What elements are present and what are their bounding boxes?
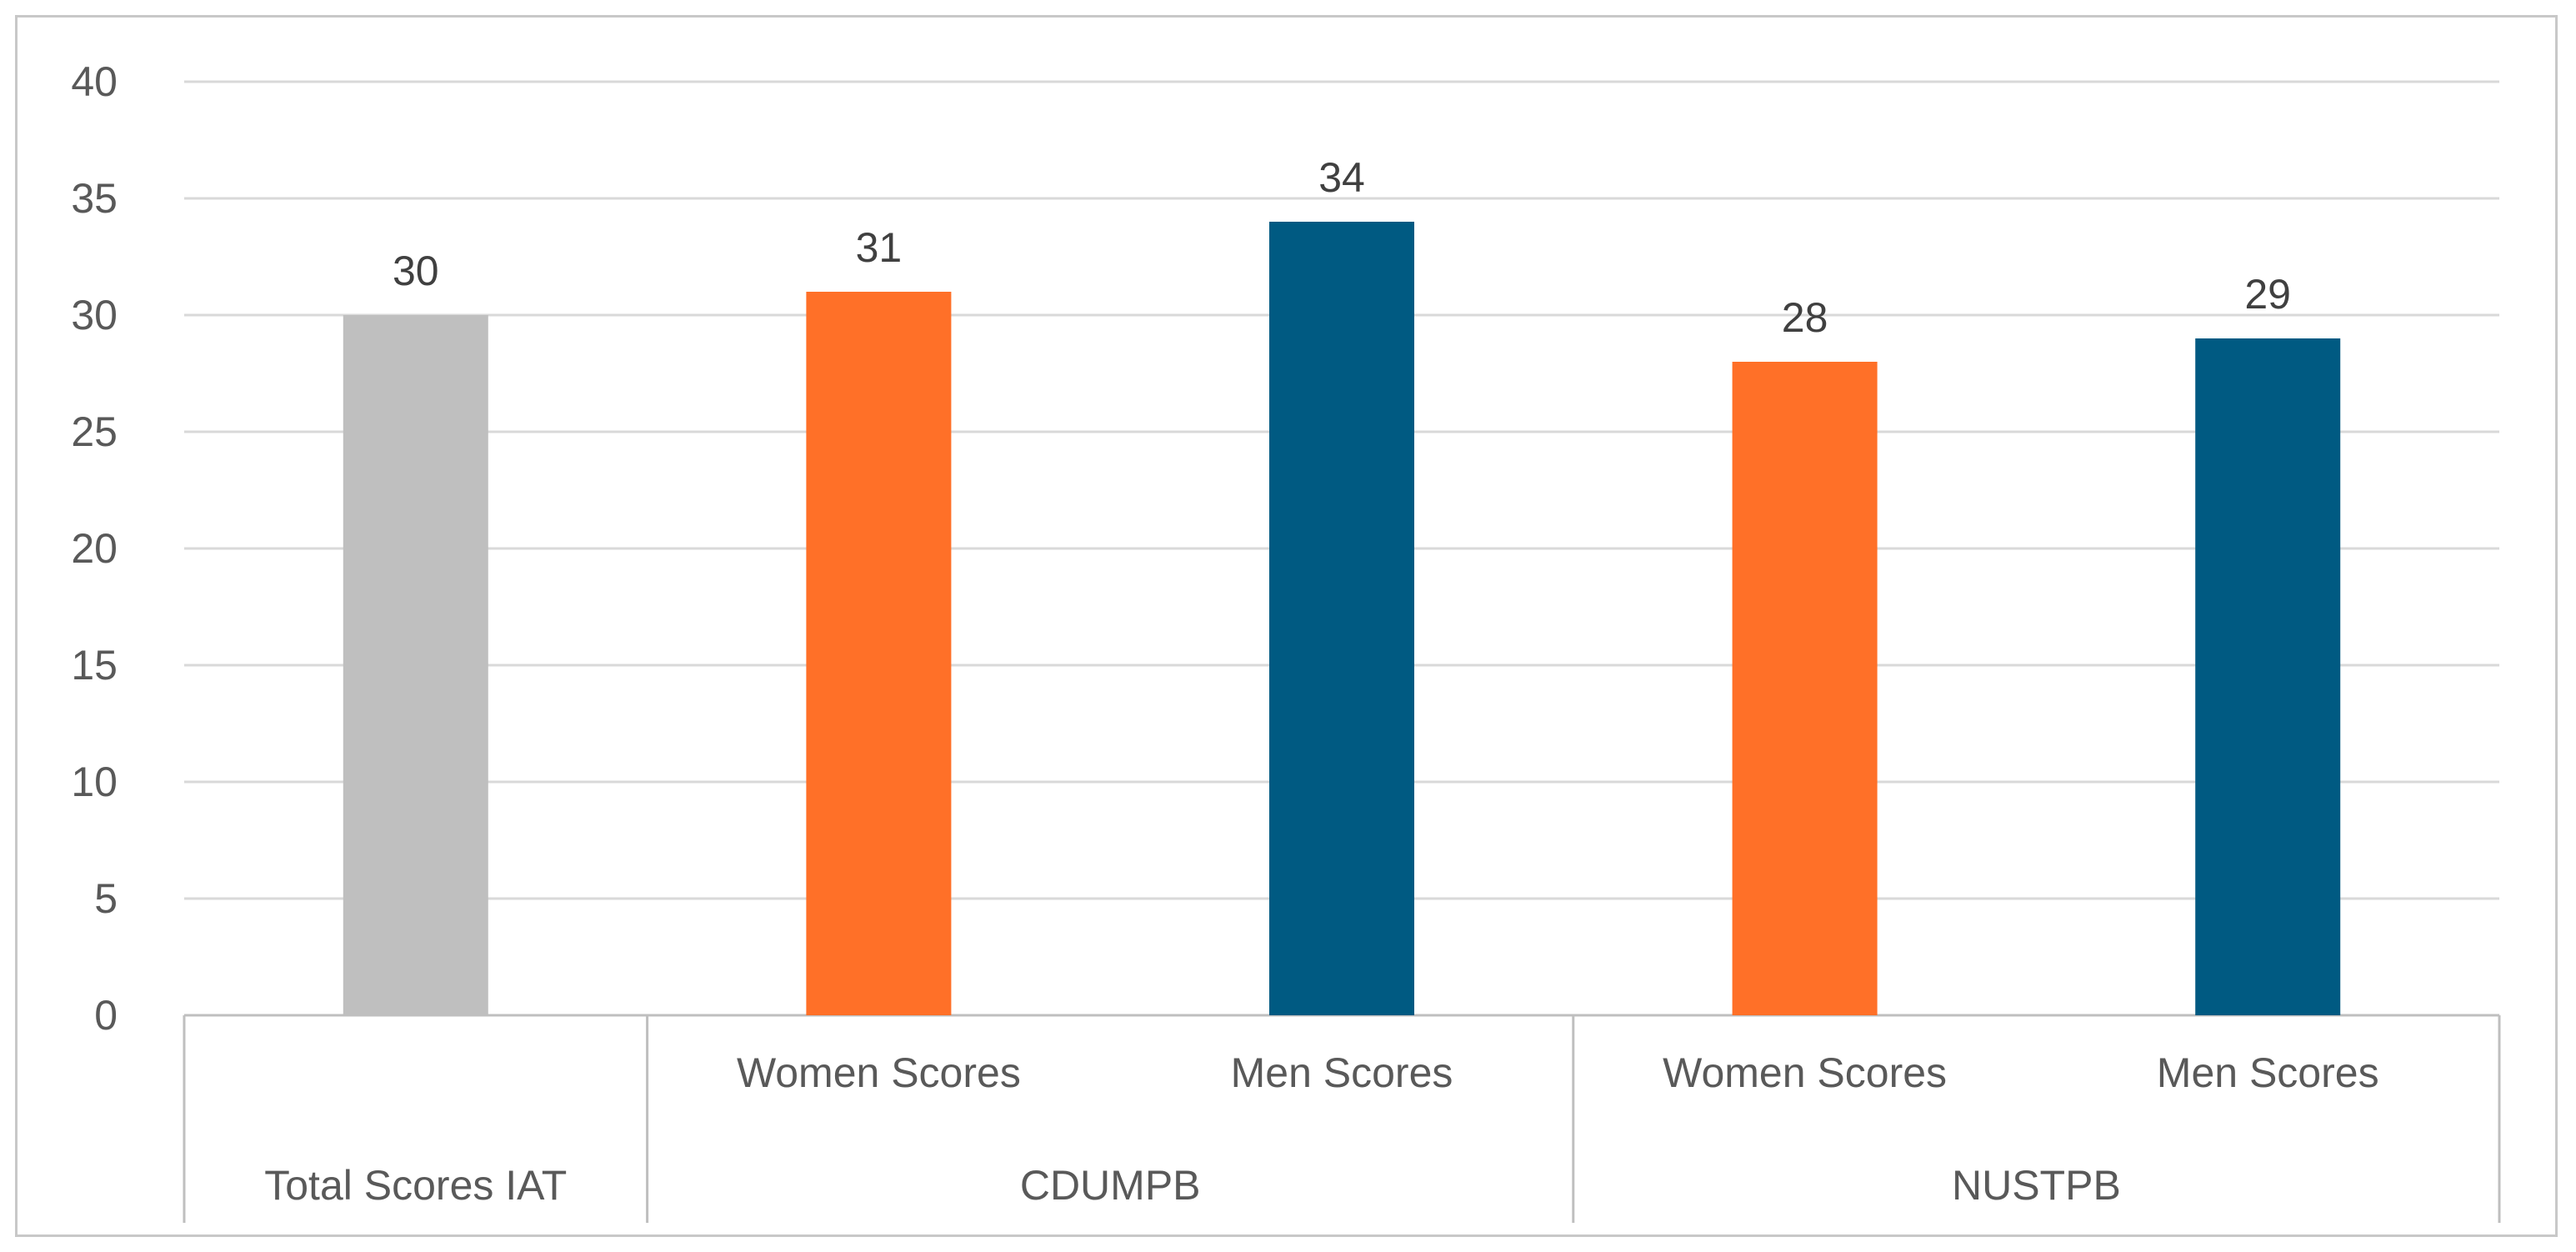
x-group-label: NUSTPB — [1952, 1162, 2121, 1209]
data-label: 31 — [856, 224, 903, 271]
bar — [343, 315, 488, 1015]
y-tick-label: 20 — [71, 525, 118, 572]
x-group-label: Total Scores IAT — [264, 1162, 567, 1209]
y-tick-label: 40 — [71, 58, 118, 105]
data-label: 34 — [1318, 154, 1365, 201]
bar-chart: 0 5 10 15 20 25 30 35 40 30 31 Women Scores 34 Men Sc… — [71, 58, 2501, 1223]
bar — [2195, 338, 2341, 1015]
x-group-label: CDUMPB — [1020, 1162, 1201, 1209]
y-tick-label: 30 — [71, 292, 118, 338]
y-tick-label: 25 — [71, 408, 118, 455]
bar — [806, 292, 952, 1015]
bar — [1732, 362, 1878, 1015]
data-label: 29 — [2244, 271, 2291, 318]
y-tick-label: 5 — [94, 875, 118, 922]
x-category-label: Men Scores — [2157, 1049, 2379, 1096]
bar — [1269, 222, 1414, 1015]
y-tick-label: 35 — [71, 175, 118, 222]
data-label: 28 — [1782, 294, 1828, 341]
x-category-label: Women Scores — [1663, 1049, 1947, 1096]
data-label: 30 — [393, 248, 439, 294]
y-tick-label: 15 — [71, 642, 118, 689]
x-category-label: Men Scores — [1231, 1049, 1453, 1096]
y-tick-label: 0 — [94, 992, 118, 1039]
x-category-label: Women Scores — [737, 1049, 1021, 1096]
y-tick-label: 10 — [71, 759, 118, 805]
chart-frame: 0 5 10 15 20 25 30 35 40 30 31 Women Scores 34 Men Sc… — [15, 15, 2558, 1237]
